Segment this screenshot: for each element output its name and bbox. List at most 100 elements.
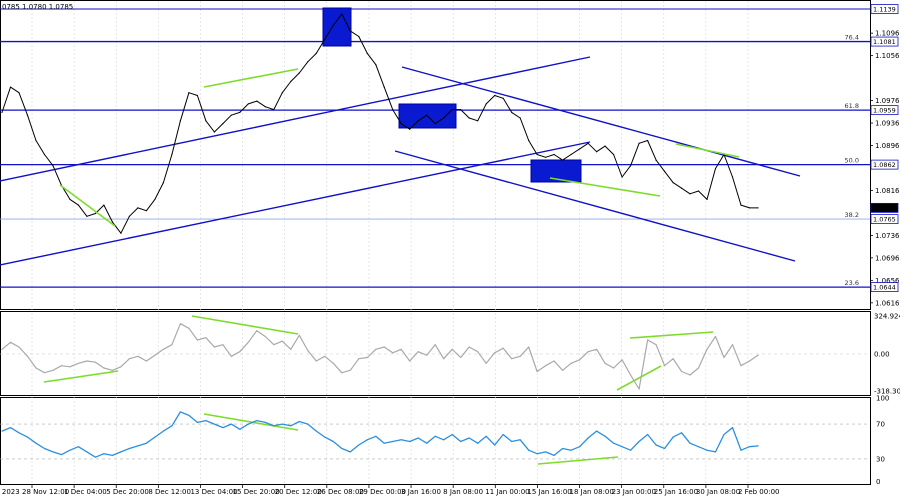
cci-path-point — [35, 367, 37, 369]
rsi-path-point — [502, 433, 504, 436]
price-label-box — [870, 36, 899, 47]
x-tick-label: 11 Jan 00:00 — [485, 488, 529, 496]
price-path-point — [680, 187, 683, 189]
cci-path-point — [341, 372, 343, 374]
price-path-point — [222, 123, 224, 125]
rsi-path-point — [383, 442, 385, 444]
price-path-point — [298, 72, 300, 74]
cci-path-point — [485, 362, 487, 364]
cci-path-point — [358, 358, 360, 360]
cci-path-point — [519, 355, 521, 357]
rsi-path — [1, 411, 759, 458]
cci-path-point — [103, 367, 105, 369]
price-path-point — [629, 165, 632, 167]
price-label: 1.1139 — [873, 5, 896, 13]
rsi-path-point — [485, 435, 487, 437]
price-path-point — [731, 176, 734, 178]
price-path-point — [383, 86, 385, 88]
cci-path-point — [137, 355, 139, 357]
price-divergence-1 — [59, 184, 116, 227]
x-tick-label: 30 Jan 08:00 — [696, 488, 740, 496]
x-tick-label: 18 Jan 08:00 — [570, 488, 614, 496]
rsi-path-point — [706, 449, 708, 451]
cci-path-point — [205, 337, 207, 339]
rsi-path-point — [281, 423, 283, 425]
fib-label-4: 38.2 — [845, 211, 859, 219]
cci-path-point — [120, 366, 122, 368]
price-path-point — [264, 106, 266, 108]
price-path-point — [69, 198, 71, 201]
rsi-path-point — [94, 456, 97, 458]
box-top-reversal — [322, 7, 352, 47]
highlight-boxes — [322, 7, 582, 183]
cci-path-point — [570, 362, 572, 364]
price-path-point — [341, 13, 343, 15]
price-labels: 1.1139 1.1081 1.0959 1.0862 1.0785 1.0765 1.06… — [870, 4, 899, 292]
price-path-point — [740, 204, 742, 206]
price-label: 1.0959 — [873, 107, 896, 115]
rsi-path-point — [621, 446, 623, 448]
rsi-path-point — [553, 454, 555, 457]
cci-path-point — [145, 360, 148, 362]
cci-path-point — [757, 354, 759, 356]
cci-path-point — [26, 355, 29, 357]
price-path-point — [451, 108, 453, 111]
cci-path-point — [562, 369, 564, 371]
rsi-divergence-2 — [537, 456, 619, 465]
cci-divergence-2 — [191, 315, 299, 335]
rsi-path-point — [128, 447, 131, 450]
cci-path-point — [290, 348, 292, 350]
rsi-path-point — [646, 433, 649, 436]
price-path-point — [77, 204, 80, 206]
rsi-path-point — [86, 451, 88, 453]
rsi-path-point — [714, 451, 717, 453]
cci-path-point — [740, 365, 742, 367]
descending-channel-lower — [394, 150, 796, 262]
rsi-path-point — [536, 453, 538, 455]
price-path-point — [281, 92, 283, 94]
price-path-point — [35, 139, 37, 142]
cci-tick-label: 324.9241 — [874, 313, 900, 321]
cci-path-point — [239, 351, 241, 353]
rsi-path-point — [731, 426, 734, 429]
rsi-path-point — [358, 444, 360, 446]
cci-path-point — [426, 354, 428, 356]
rsi-path-point — [400, 439, 402, 441]
price-path-point — [706, 198, 708, 201]
price-label: 1.0765 — [873, 216, 896, 224]
price-path-point — [477, 120, 479, 122]
cci-path-point — [417, 351, 419, 353]
price-path-point — [290, 80, 292, 83]
rsi-path-point — [307, 423, 309, 425]
cci-path-point — [723, 356, 725, 359]
price-path-point — [43, 153, 46, 156]
price-path-point — [273, 108, 275, 111]
price-path-point — [621, 176, 623, 178]
rsi-path-point — [740, 449, 742, 451]
rsi-path-point — [205, 420, 207, 422]
cci-path-point — [579, 359, 581, 361]
rsi-path-point — [562, 447, 564, 450]
trend-lines — [0, 56, 801, 266]
price-path-point — [587, 142, 589, 144]
rsi-path-point — [52, 451, 54, 453]
rsi-path-point — [213, 423, 215, 425]
cci-path-point — [443, 358, 445, 360]
price-series — [1, 13, 759, 234]
cci-path-point — [731, 344, 734, 346]
price-path-point — [562, 159, 564, 161]
price-path-point — [188, 92, 190, 94]
price-label-box — [870, 159, 899, 170]
x-tick-label: 3 Jan 16:00 — [401, 488, 441, 496]
price-path-point — [748, 207, 751, 209]
rsi-path-point — [638, 440, 640, 443]
fib-label-3: 50.0 — [845, 157, 859, 165]
cci-tick-label: 0.00 — [874, 351, 890, 359]
rsi-path-point — [120, 451, 122, 453]
cci-path-point — [511, 358, 513, 360]
divergence-lines — [43, 68, 740, 465]
cci-divergence-4 — [616, 365, 662, 391]
rsi-path-point — [103, 453, 105, 455]
rsi-path-point — [18, 432, 20, 434]
